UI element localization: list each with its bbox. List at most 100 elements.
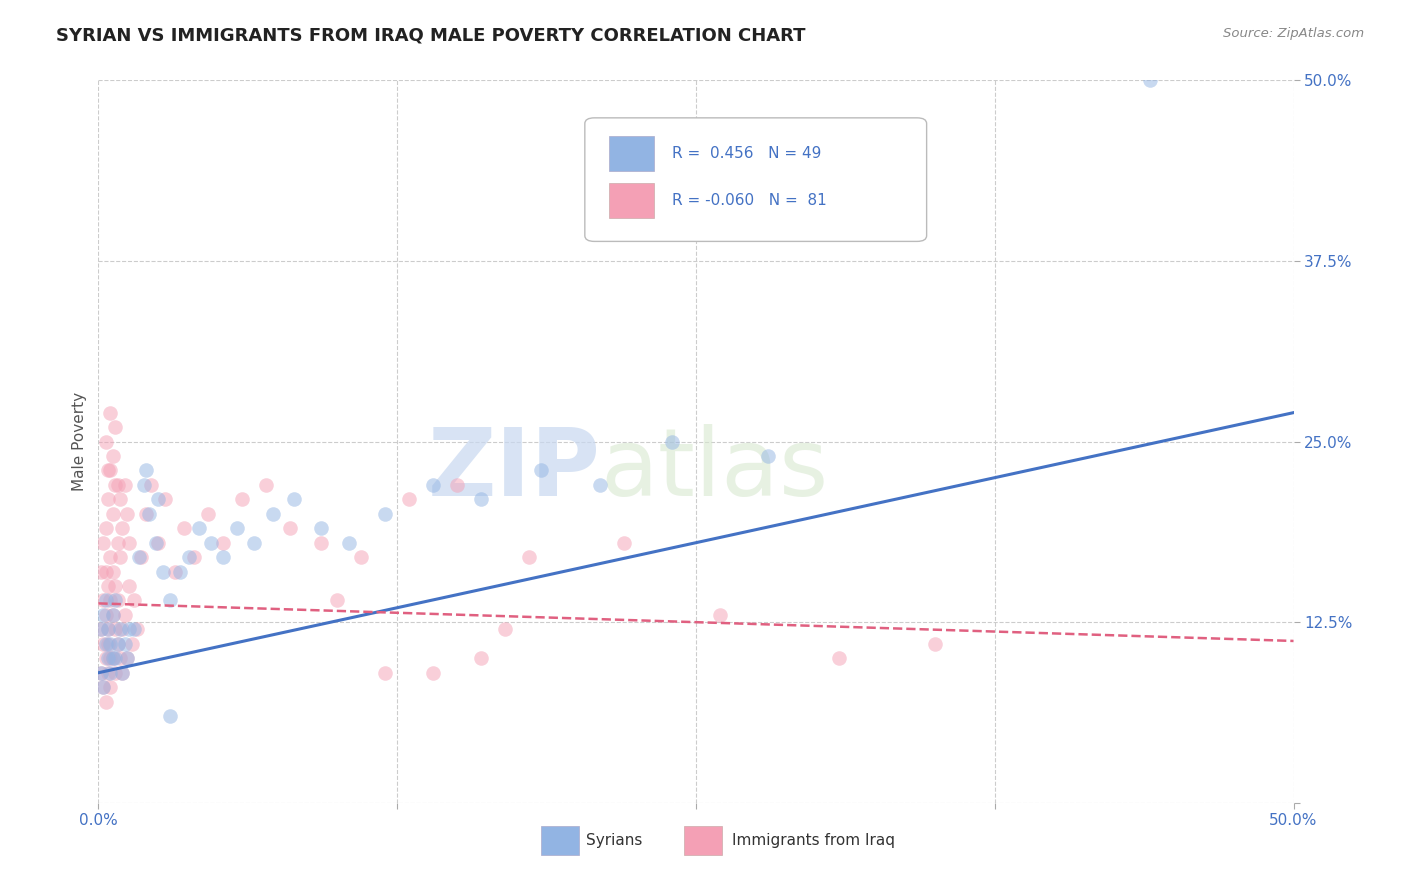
Point [114,607,136,622]
Point [118,623,141,637]
Point [97,637,120,651]
Text: ZIP: ZIP [427,425,600,516]
Point [118,535,141,549]
Point [309,521,332,535]
Point [254,478,277,492]
Text: SYRIAN VS IMMIGRANTS FROM IRAQ MALE POVERTY CORRELATION CHART: SYRIAN VS IMMIGRANTS FROM IRAQ MALE POVE… [56,27,806,45]
Point [90,565,112,579]
Point [613,535,636,549]
Point [108,550,131,565]
Point [98,651,122,665]
Point [446,478,468,492]
Point [104,651,127,665]
Point [131,550,153,565]
Text: Immigrants from Iraq: Immigrants from Iraq [733,833,894,848]
Point [94,695,117,709]
Point [98,637,122,651]
Point [97,623,120,637]
Point [589,478,612,492]
Point [94,593,117,607]
Point [94,521,117,535]
Point [101,651,124,665]
Point [107,637,129,651]
Point [159,593,181,607]
Point [91,607,114,622]
Point [101,651,124,665]
Point [187,521,209,535]
Point [97,651,120,665]
Point [135,507,157,521]
Point [422,665,444,680]
Point [97,463,120,477]
Point [118,579,141,593]
Point [94,607,117,622]
Text: R = -0.060   N =  81: R = -0.060 N = 81 [672,193,827,208]
Point [121,637,143,651]
Point [339,535,361,549]
Point [924,637,946,651]
Point [91,535,114,549]
Point [197,507,219,521]
Point [111,665,134,680]
Point [756,449,779,463]
Point [94,637,117,651]
Point [98,406,122,420]
Point [107,637,129,651]
Point [98,665,122,680]
Point [115,507,138,521]
Point [231,492,253,507]
Point [115,651,138,665]
Point [90,623,112,637]
Point [828,651,851,665]
Point [104,593,127,607]
Point [283,492,305,507]
Point [94,565,117,579]
Point [101,607,124,622]
Point [470,651,492,665]
Y-axis label: Male Poverty: Male Poverty [72,392,87,491]
Point [114,478,136,492]
FancyBboxPatch shape [541,826,579,855]
Point [139,478,162,492]
Point [107,535,129,549]
Point [97,492,120,507]
Point [398,492,420,507]
Point [183,550,205,565]
Point [1139,73,1161,87]
Point [104,420,127,434]
Point [104,623,127,637]
Point [98,550,122,565]
Text: atlas: atlas [600,425,828,516]
Point [494,623,516,637]
Point [326,593,349,607]
Point [91,680,114,694]
Point [114,637,136,651]
Point [309,535,332,549]
Point [125,623,148,637]
Point [91,593,114,607]
Point [101,507,124,521]
Point [111,521,134,535]
Text: Syrians: Syrians [586,833,643,848]
Point [200,535,222,549]
Point [661,434,683,449]
FancyBboxPatch shape [585,118,927,242]
Point [135,463,157,477]
Point [91,637,114,651]
Point [226,521,249,535]
Point [91,680,114,694]
Point [90,665,112,680]
Point [138,507,160,521]
Point [97,623,120,637]
Point [169,565,191,579]
Point [709,607,731,622]
Point [152,565,174,579]
Point [101,607,124,622]
Point [374,507,396,521]
Point [128,550,150,565]
Point [108,651,131,665]
Point [159,709,181,723]
FancyBboxPatch shape [609,136,654,170]
Point [104,579,127,593]
Point [243,535,266,549]
